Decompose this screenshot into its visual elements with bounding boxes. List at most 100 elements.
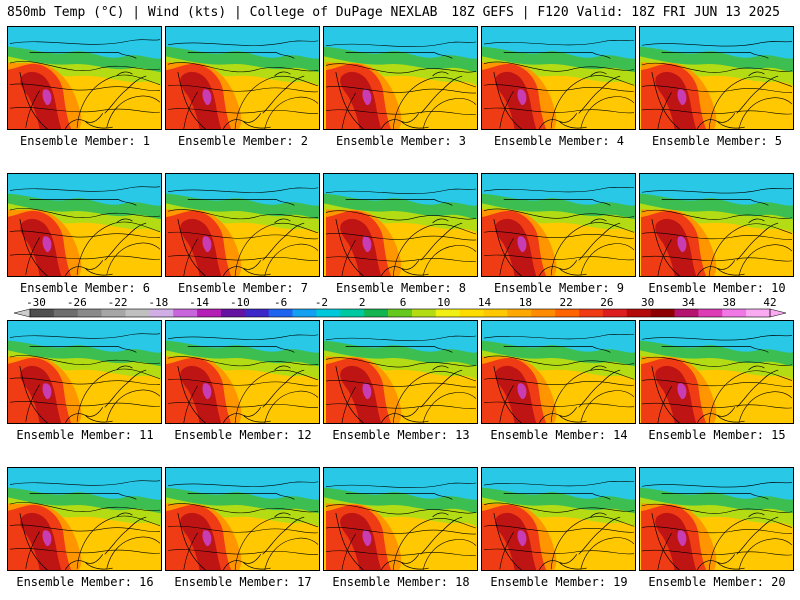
colorbar-tick-label: 2 (359, 296, 366, 309)
colorbar-segment (30, 309, 55, 317)
temperature-map (166, 321, 319, 423)
ensemble-map-panel (165, 173, 320, 277)
temperature-map (640, 174, 793, 276)
height-contour (392, 77, 477, 129)
height-contour (325, 210, 477, 221)
colorbar-tick-label: -10 (230, 296, 250, 309)
border-line (29, 346, 137, 353)
coastline (177, 218, 305, 276)
temperature-region-peak (202, 530, 212, 547)
chart-header-left: 850mb Temp (°C) | Wind (kts) | College o… (7, 5, 438, 20)
coastline (177, 71, 305, 129)
colorbar-tick-label: 14 (478, 296, 492, 309)
colorbar-right-arrow (769, 308, 786, 318)
height-contour (167, 62, 319, 73)
height-contour (25, 384, 40, 422)
border-line (503, 199, 611, 206)
height-contour (325, 335, 477, 341)
colorbar-tick-label: -2 (315, 296, 328, 309)
temperature-map (324, 321, 477, 423)
ensemble-map-panel (481, 467, 636, 571)
height-contour (264, 390, 319, 423)
temperature-map (324, 468, 477, 570)
height-contour (422, 539, 477, 570)
ensemble-member-label: Ensemble Member: 20 (648, 575, 786, 589)
height-contour (641, 482, 793, 488)
temperature-map (482, 174, 635, 276)
colorbar-segment (220, 309, 246, 317)
colorbar-tick-label: 6 (400, 296, 407, 309)
height-contour (641, 549, 793, 556)
colorbar-segment (197, 309, 222, 317)
temperature-region-extreme (20, 218, 62, 276)
ensemble-member-label: Ensemble Member: 4 (493, 134, 625, 148)
height-contour (550, 75, 635, 129)
ensemble-map-panel (323, 320, 478, 424)
temperature-map (640, 321, 793, 423)
height-contour (167, 334, 319, 340)
coastline (19, 365, 147, 423)
height-contour (641, 356, 793, 367)
height-contour (264, 537, 319, 570)
height-contour (641, 379, 793, 387)
height-contour (550, 516, 635, 570)
colorbar-segment (531, 309, 556, 317)
height-contour (392, 518, 477, 570)
colorbar-segment (268, 309, 293, 317)
height-contour (483, 378, 635, 386)
height-contour (708, 76, 793, 129)
coastline (335, 512, 463, 570)
height-contour (641, 232, 793, 240)
height-contour (9, 524, 161, 533)
ensemble-member-label: Ensemble Member: 10 (648, 281, 786, 295)
ensemble-map-panel (639, 467, 794, 571)
colorbar-outline (29, 308, 771, 318)
ensemble-map-panel (7, 173, 162, 277)
height-contour (9, 401, 161, 407)
height-contour (325, 380, 477, 388)
temperature-map (8, 468, 161, 570)
height-contour (167, 402, 319, 408)
height-contour (106, 242, 161, 275)
ensemble-map-panel (481, 173, 636, 277)
height-contour (9, 355, 161, 365)
coastline (335, 365, 463, 423)
temperature-region-extreme (495, 71, 537, 129)
height-contour (264, 243, 319, 276)
temperature-region-extreme (340, 512, 382, 570)
height-contour (325, 550, 477, 557)
coastline (651, 365, 779, 423)
temperature-region-peak (42, 530, 52, 547)
colorbar-segment (722, 309, 747, 317)
height-contour (76, 368, 161, 422)
temperature-region-extreme (655, 512, 697, 570)
colorbar-segment (483, 309, 508, 317)
ensemble-member-label: Ensemble Member: 3 (335, 134, 467, 148)
height-contour (422, 392, 477, 423)
colorbar-tick-label: 34 (682, 296, 696, 309)
height-contour (234, 369, 319, 423)
colorbar-segment (579, 309, 604, 317)
border-line (29, 52, 137, 59)
coastline (19, 512, 147, 570)
temperature-region-extreme (340, 218, 382, 276)
height-contour (25, 531, 40, 569)
temperature-region-extreme (20, 71, 62, 129)
colorbar-segment (77, 309, 102, 317)
temperature-map (324, 27, 477, 129)
temperature-colorbar: -30 -26 -22 -18 -14 -10 -6 -2 2 6 10 14 18 22 26 30 34 38… (14, 296, 786, 318)
temperature-map (166, 27, 319, 129)
height-contour (483, 39, 635, 46)
height-contour (483, 548, 635, 555)
colorbar-tick-label: 10 (437, 296, 450, 309)
height-contour (641, 62, 793, 73)
colorbar-tick-label: 18 (519, 296, 532, 309)
height-contour (9, 480, 161, 486)
coastline (651, 512, 779, 570)
colorbar-tick-label: 42 (763, 296, 776, 309)
height-contour (325, 482, 477, 488)
height-contour (9, 208, 161, 218)
temperature-map (166, 174, 319, 276)
coastline (19, 218, 147, 276)
height-contour (341, 386, 356, 423)
